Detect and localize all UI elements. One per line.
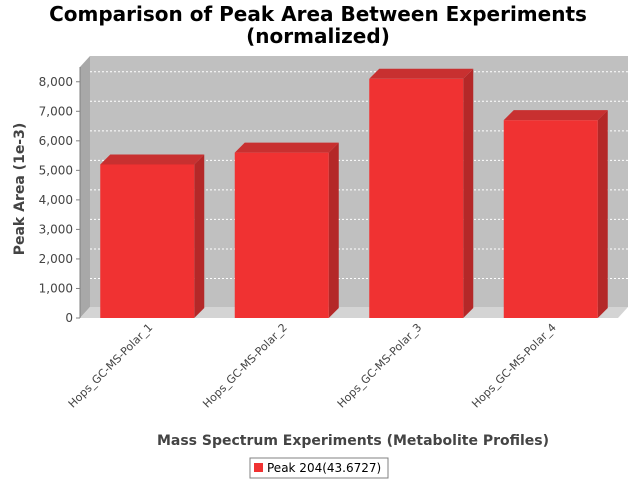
plot-floor <box>80 307 628 318</box>
y-tick-label: 3,000 <box>39 222 73 236</box>
bar-top <box>503 110 608 121</box>
bar-top <box>234 142 339 153</box>
x-tick-label: Hops_GC-MS-Polar_2 <box>200 321 290 411</box>
y-tick-label: 5,000 <box>39 163 73 177</box>
y-tick-label: 4,000 <box>39 193 73 207</box>
bar-front <box>100 164 195 318</box>
legend-label: Peak 204(43.6727) <box>267 461 381 475</box>
x-tick-labels: Hops_GC-MS-Polar_1 Hops_GC-MS-Polar_2 Hops… <box>66 321 559 411</box>
y-axis-title: Peak Area (1e-3) <box>12 123 28 256</box>
y-tick-group: 0 1,000 2,000 3,000 4,000 5,000 6,000 7,000 8,00… <box>39 75 80 325</box>
y-axis: 0 1,000 2,000 3,000 4,000 5,000 6,000 7,000 8,00… <box>39 67 81 325</box>
bar-top <box>369 68 474 79</box>
bar-top <box>100 154 205 165</box>
bar-side <box>597 110 608 318</box>
bar-side <box>328 142 339 318</box>
bar <box>234 142 339 318</box>
y-tick-label: 8,000 <box>39 75 73 89</box>
x-tick-label: Hops_GC-MS-Polar_4 <box>469 321 559 411</box>
bar-side <box>463 68 474 318</box>
x-tick-label: Hops_GC-MS-Polar_3 <box>335 321 425 411</box>
y-tick-label: 1,000 <box>39 281 73 295</box>
legend-swatch <box>254 463 263 472</box>
bar-side <box>194 154 205 318</box>
bar-series <box>100 68 608 318</box>
x-axis-title: Mass Spectrum Experiments (Metabolite Pr… <box>157 433 549 449</box>
legend-box <box>249 457 389 479</box>
y-tick-label: 7,000 <box>39 104 73 118</box>
bar-front <box>369 78 464 318</box>
y-tick-label: 6,000 <box>39 134 73 148</box>
chart-title: Comparison of Peak Area Between Experime… <box>49 2 587 26</box>
chart-subtitle: (normalized) <box>246 24 390 48</box>
bar-front <box>234 152 329 318</box>
x-tick-label: Hops_GC-MS-Polar_1 <box>66 321 156 411</box>
y-tick-label: 2,000 <box>39 252 73 266</box>
bar <box>503 110 608 318</box>
y-tick-label: 0 <box>65 311 73 325</box>
legend: Peak 204(43.6727) <box>249 457 389 479</box>
bar <box>100 154 205 318</box>
bar <box>369 68 474 318</box>
bar-front <box>503 120 598 318</box>
plot-side-wall <box>80 56 90 318</box>
